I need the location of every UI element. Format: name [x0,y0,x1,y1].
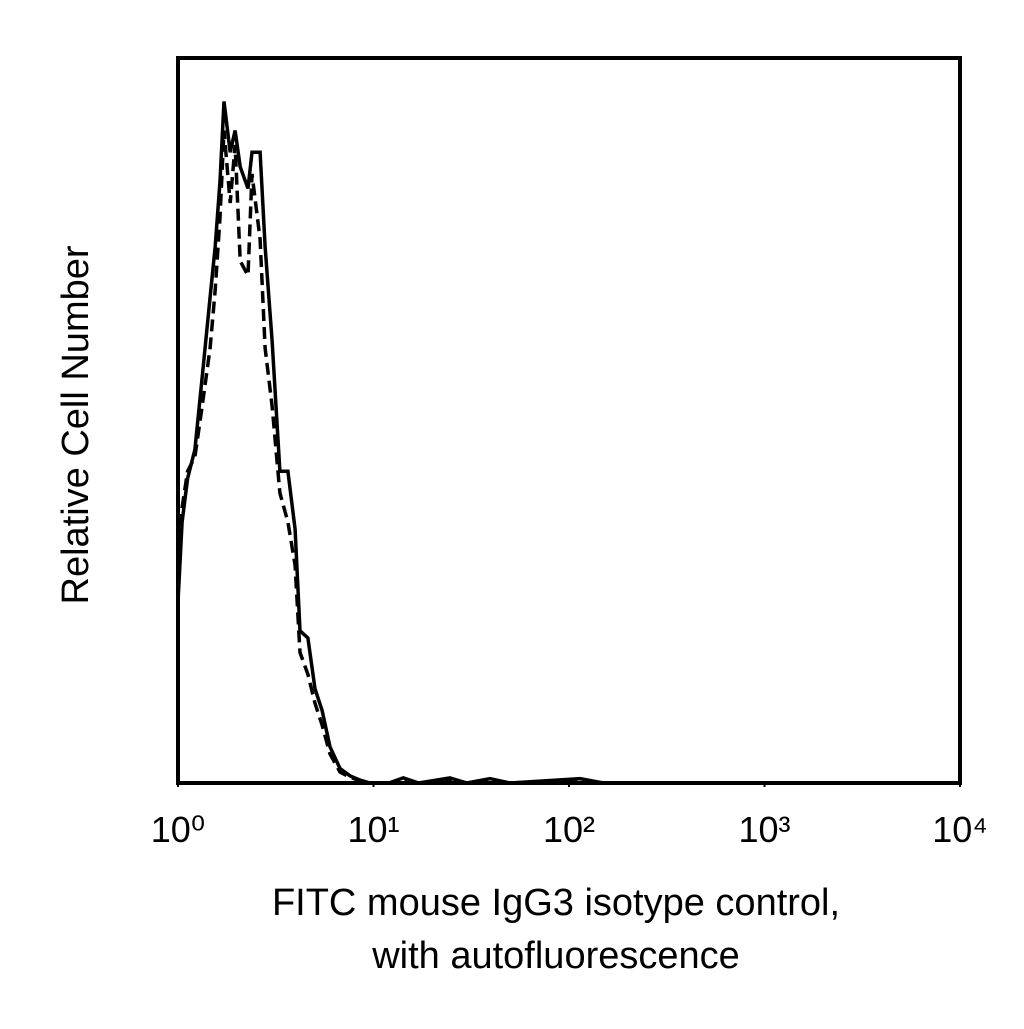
histogram-line [176,101,960,785]
x-axis-label: with autofluorescence [371,935,740,977]
x-tick-label: 10⁰ [151,809,205,850]
x-tick-label: 10² [543,809,595,850]
x-tick-label: 10³ [738,809,790,850]
y-axis-label: Relative Cell Number [55,245,97,604]
plot-frame [176,56,962,785]
x-tick-label: 10⁴ [932,809,988,850]
x-tick-label: 10¹ [347,809,399,850]
x-axis-label: FITC mouse IgG3 isotype control, [272,882,840,924]
histogram-line [176,130,960,785]
